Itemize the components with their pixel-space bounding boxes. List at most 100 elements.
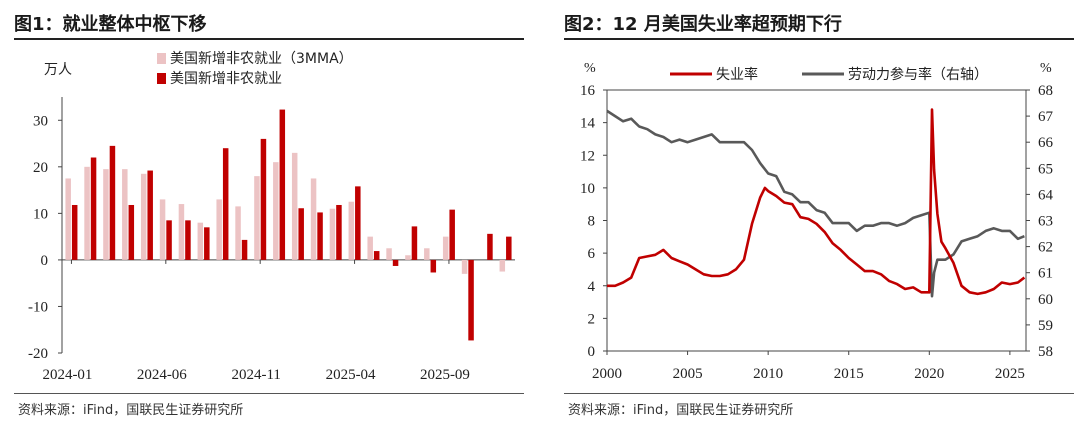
bar-3mma	[442, 236, 449, 260]
figure-1-panel: 图1：就业整体中枢下移 万人 美国新增非农就业（3MMA） 美国新增非农就业 -…	[0, 0, 530, 422]
bar-monthly	[336, 204, 342, 260]
bar-monthly	[468, 259, 474, 341]
x-tick-label: 2024-01	[42, 367, 92, 383]
left-y-tick-label: 12	[580, 148, 595, 164]
legend-swatch-3mma	[157, 53, 166, 64]
bar-monthly	[260, 138, 267, 260]
figure-1-bottom-rule	[14, 393, 524, 394]
figure-2-bottom-rule	[564, 393, 1074, 394]
bar-monthly	[279, 109, 286, 260]
plot-frame	[606, 89, 1027, 352]
left-y-tick-label: 4	[588, 279, 596, 295]
figure-2-title-rule	[564, 38, 1074, 40]
figure-1-unit-label: 万人	[44, 62, 72, 78]
bar-monthly	[506, 236, 512, 260]
bar-monthly	[222, 148, 229, 260]
figure-2-line-chart: % % 失业率 劳动力参与率（右轴） 024681012141658596061…	[580, 61, 1054, 382]
bar-monthly	[392, 259, 399, 266]
bar-3mma	[84, 166, 90, 260]
bar-monthly	[71, 204, 78, 260]
bar-3mma	[405, 255, 411, 260]
x-tick-label: 2010	[753, 366, 783, 382]
legend-label-monthly: 美国新增非农就业	[170, 71, 282, 87]
x-tick-label: 2025-09	[420, 367, 470, 383]
x-tick-label: 2024-06	[137, 367, 187, 383]
bar-monthly	[449, 209, 455, 260]
figure-2-panel: 图2：12 月美国失业率超预期下行 % % 失业率 劳动力参与率（右轴） 0 2 4…	[550, 0, 1080, 422]
bar-3mma	[235, 206, 241, 260]
bar-monthly	[487, 233, 493, 260]
left-y-tick-label: 10	[580, 181, 595, 197]
figure-1-source: 资料来源：iFind，国联民生证券研究所	[18, 403, 244, 418]
right-y-tick-label: 67	[1038, 109, 1054, 125]
bar-monthly	[317, 212, 323, 260]
bar-3mma	[103, 169, 109, 260]
participation-rate-line	[606, 109, 1025, 298]
bar-3mma	[424, 248, 430, 260]
x-tick-label: 2025-04	[326, 367, 376, 383]
bar-3mma	[386, 248, 392, 260]
figure-2-title: 图2：12 月美国失业率超预期下行	[564, 14, 842, 35]
legend-swatch-monthly	[157, 73, 166, 84]
bar-3mma	[122, 169, 128, 260]
bar-monthly	[109, 145, 116, 260]
right-y-tick-label: 60	[1038, 292, 1053, 308]
bar-monthly	[185, 220, 191, 260]
figure-2-lines	[606, 108, 1026, 298]
figure-1-title: 图1：就业整体中枢下移	[14, 14, 207, 35]
bar-3mma	[329, 208, 336, 260]
bar-3mma	[273, 162, 279, 260]
bar-3mma	[140, 173, 147, 260]
figure-1-axes: -20 -10 0 10 20 30 2024-01 2024-06 2024-11 2025-0…	[28, 97, 515, 383]
right-y-tick-label: 63	[1038, 214, 1053, 230]
x-tick-label: 2024-11	[231, 367, 280, 383]
right-y-tick-label: 68	[1038, 83, 1053, 99]
left-y-tick-label: 8	[588, 214, 596, 230]
y-tick-label: 30	[33, 113, 48, 129]
figure-1-title-rule	[14, 38, 524, 40]
y-tick-label: 10	[33, 206, 48, 222]
bar-monthly	[373, 251, 380, 260]
legend-label-participation: 劳动力参与率（右轴）	[848, 66, 988, 83]
right-y-tick-label: 58	[1038, 344, 1053, 360]
bar-monthly	[430, 259, 437, 273]
bar-monthly	[147, 170, 153, 260]
x-tick-label: 2000	[592, 366, 622, 382]
right-y-tick-label: 61	[1038, 266, 1053, 282]
y-tick-label: 20	[33, 160, 48, 176]
left-y-tick-label: 14	[580, 116, 596, 132]
y-tick-label: 0	[41, 253, 49, 269]
y-tick-label: -20	[28, 346, 48, 362]
bar-3mma	[254, 176, 260, 260]
left-y-tick-label: 16	[580, 83, 596, 99]
bar-3mma	[178, 204, 185, 260]
bar-3mma	[461, 259, 468, 274]
bar-monthly	[166, 220, 172, 260]
bar-3mma	[197, 222, 204, 260]
bar-monthly	[411, 226, 418, 260]
bar-3mma	[367, 236, 373, 260]
bar-monthly	[355, 186, 361, 260]
bar-monthly	[298, 208, 304, 260]
right-y-tick-label: 65	[1038, 161, 1053, 177]
y-tick-label: -10	[28, 299, 48, 315]
bar-monthly	[90, 157, 97, 260]
right-y-tick-label: 64	[1038, 187, 1054, 203]
bar-monthly	[204, 227, 210, 260]
x-tick-label: 2005	[673, 366, 703, 382]
figure-1-bar-chart: 万人 美国新增非农就业（3MMA） 美国新增非农就业 -20 -10 0 10 20 30…	[28, 51, 515, 383]
left-y-tick-label: 0	[588, 344, 596, 360]
x-tick-label: 2020	[914, 366, 944, 382]
unemployment-rate-line	[607, 108, 1026, 296]
legend-label-unemployment: 失业率	[716, 66, 758, 83]
right-y-tick-label: 66	[1038, 135, 1054, 151]
x-tick-label: 2015	[834, 366, 864, 382]
bar-3mma	[310, 178, 317, 260]
right-y-tick-label: 59	[1038, 318, 1053, 334]
bar-3mma	[499, 259, 506, 272]
legend-label-3mma: 美国新增非农就业（3MMA）	[170, 51, 353, 67]
left-y-tick-label: 6	[588, 246, 596, 262]
figure-2-left-unit: %	[584, 61, 596, 76]
figure-2-source: 资料来源：iFind，国联民生证券研究所	[568, 403, 794, 418]
